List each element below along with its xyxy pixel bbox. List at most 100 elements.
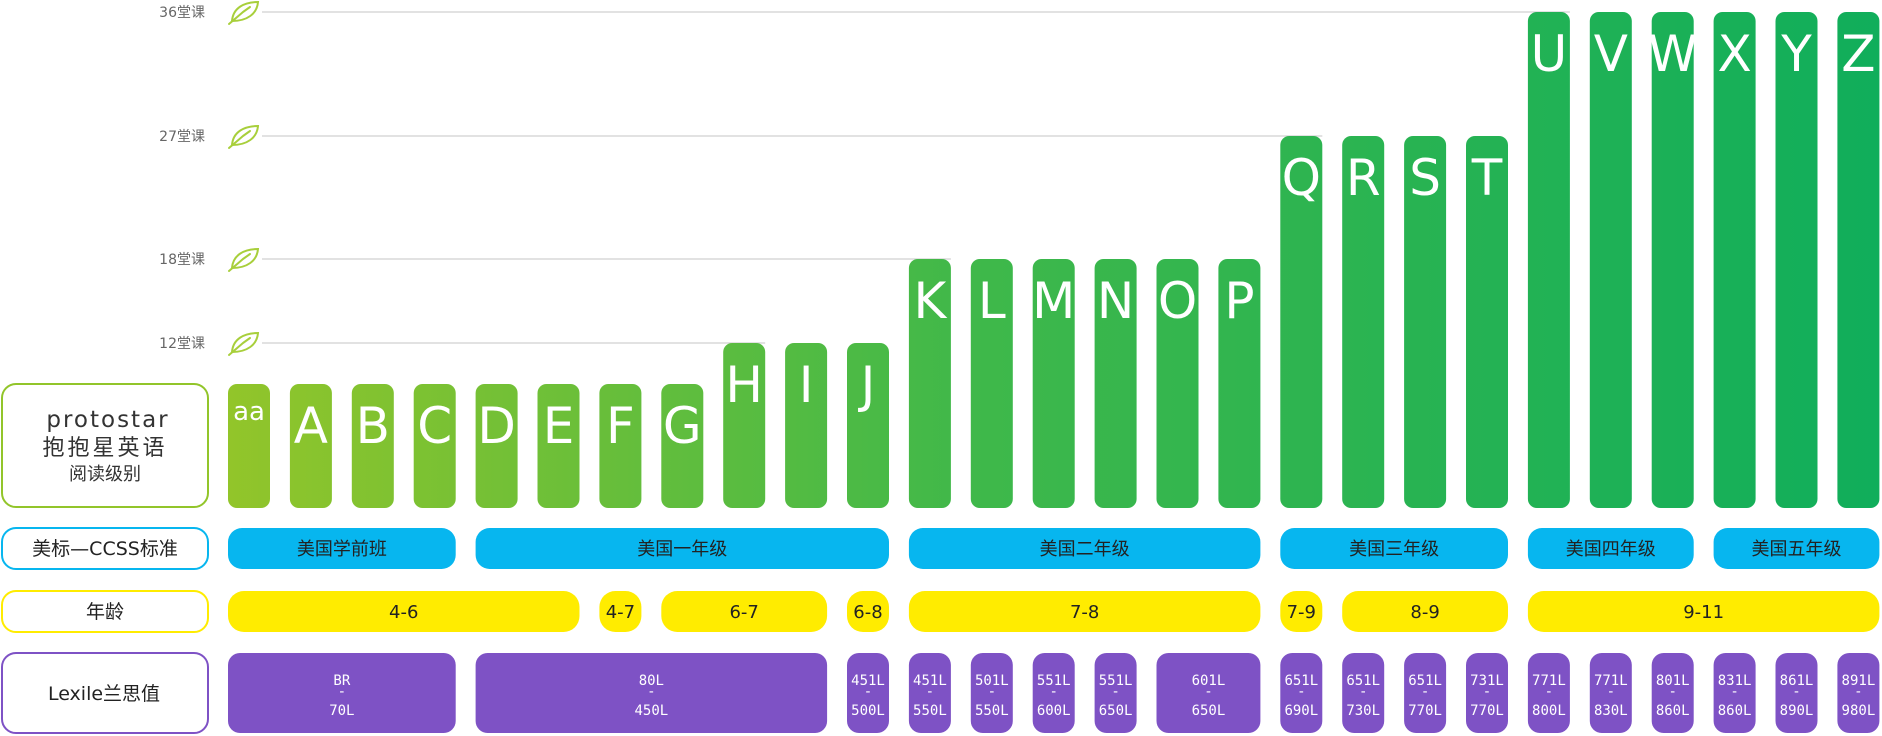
lexile-dash: - — [1792, 684, 1800, 700]
age-label: 4-7 — [606, 602, 635, 623]
lexile-dash: - — [864, 684, 872, 700]
lexile-high: 770L — [1470, 703, 1504, 719]
bar-label: E — [543, 397, 575, 455]
lexile-low: 451L — [851, 673, 885, 689]
y-tick-label: 36堂课 — [159, 5, 205, 21]
lexile-low: 831L — [1718, 673, 1752, 689]
bar-level-r — [1342, 136, 1385, 508]
lexile-low: 651L — [1284, 673, 1318, 689]
bar-level-v — [1589, 12, 1632, 508]
lexile-pill — [228, 653, 456, 733]
age-label: 6-8 — [853, 602, 882, 623]
ccss-row-label: 美标—CCSS标准 — [1, 527, 209, 570]
lexile-pill — [1094, 653, 1137, 733]
ccss-pill — [228, 528, 456, 569]
ccss-label: 美国一年级 — [637, 539, 727, 560]
lexile-dash: - — [1483, 684, 1491, 700]
bar-level-d — [475, 384, 518, 508]
lexile-dash: - — [1668, 684, 1676, 700]
age-pill — [1342, 591, 1508, 632]
bar-label: I — [799, 356, 814, 414]
bar-level-aa — [228, 384, 270, 508]
age-pill — [661, 591, 828, 632]
bar-label: D — [477, 397, 516, 455]
lexile-high: 550L — [975, 703, 1009, 719]
leaf-icon — [228, 247, 260, 272]
lexile-pill — [1280, 653, 1323, 733]
lexile-low: 80L — [639, 673, 664, 689]
ccss-label: 美国学前班 — [297, 539, 387, 560]
lexile-pill — [908, 653, 951, 733]
bar-level-z — [1837, 12, 1880, 508]
bar-level-x — [1713, 12, 1756, 508]
ccss-pill — [908, 528, 1261, 569]
leaf-vein — [228, 253, 251, 272]
lexile-low: 601L — [1192, 673, 1226, 689]
age-row-label-border — [1, 590, 209, 633]
bar-level-g — [661, 384, 704, 508]
ccss-label: 美国三年级 — [1349, 539, 1439, 560]
lexile-low: 651L — [1408, 673, 1442, 689]
bar-label: R — [1346, 149, 1381, 207]
bar-label: T — [1471, 149, 1503, 207]
lexile-pill — [1342, 653, 1385, 733]
lexile-high: 500L — [851, 703, 885, 719]
lexile-dash: - — [1607, 684, 1615, 700]
bar-label: P — [1224, 272, 1254, 330]
y-tick-label: 18堂课 — [159, 252, 205, 268]
lexile-dash: - — [1359, 684, 1367, 700]
lexile-high: 650L — [1192, 703, 1226, 719]
lexile-high: 650L — [1099, 703, 1133, 719]
age-pill — [228, 591, 580, 632]
lexile-pill — [475, 653, 828, 733]
lexile-high: 860L — [1656, 703, 1690, 719]
age-label: 4-6 — [389, 602, 418, 623]
lexile-low: 801L — [1656, 673, 1690, 689]
bar-level-t — [1466, 136, 1508, 508]
bar-label: G — [663, 397, 702, 455]
lexile-high: 890L — [1780, 703, 1814, 719]
age-row: 4-6 4-7 6-7 6-8 7-8 7-9 8-9 9-11 — [228, 591, 1880, 632]
age-label: 9-11 — [1683, 602, 1724, 623]
bar-label: F — [606, 397, 635, 455]
age-label: 6-7 — [729, 602, 758, 623]
leaf-icon — [228, 331, 260, 356]
leaf-icon — [228, 0, 260, 25]
ccss-pill — [1527, 528, 1694, 569]
bar-level-h — [723, 343, 766, 508]
lexile-low: 651L — [1346, 673, 1380, 689]
ccss-pill — [1713, 528, 1880, 569]
lexile-low: 731L — [1470, 673, 1504, 689]
ccss-label: 美国四年级 — [1566, 539, 1656, 560]
ccss-row-label-border — [1, 527, 209, 570]
lexile-high: 830L — [1594, 703, 1628, 719]
lexile-high: 980L — [1842, 703, 1876, 719]
bar-level-u — [1527, 12, 1570, 508]
lexile-dash: - — [647, 684, 655, 700]
lexile-pill — [1032, 653, 1075, 733]
lexile-high: 770L — [1408, 703, 1442, 719]
grid-layer — [262, 11, 1570, 344]
bar-label: U — [1531, 25, 1568, 83]
bar-label: J — [858, 356, 876, 414]
lexile-row-label: Lexile兰思值 — [1, 652, 209, 734]
bar-level-q — [1280, 136, 1323, 508]
lexile-pill — [1713, 653, 1756, 733]
lexile-row: BR-70L80L-450L451L-500L451L-550L501L-550… — [228, 653, 1880, 733]
bar-level-e — [537, 384, 580, 508]
age-pill — [847, 591, 889, 632]
age-pill — [1280, 591, 1323, 632]
lexile-high: 550L — [913, 703, 947, 719]
bar-level-y — [1775, 12, 1818, 508]
bar-level-s — [1404, 136, 1447, 508]
leaf-icon — [228, 124, 260, 149]
lexile-high: 600L — [1037, 703, 1071, 719]
age-pill — [599, 591, 642, 632]
bar-level-p — [1218, 259, 1261, 508]
lexile-low: 771L — [1594, 673, 1628, 689]
y-tick-label: 12堂课 — [159, 336, 205, 352]
lexile-high: 450L — [634, 703, 668, 719]
bar-level-b — [351, 384, 394, 508]
bar-level-c — [413, 384, 456, 508]
